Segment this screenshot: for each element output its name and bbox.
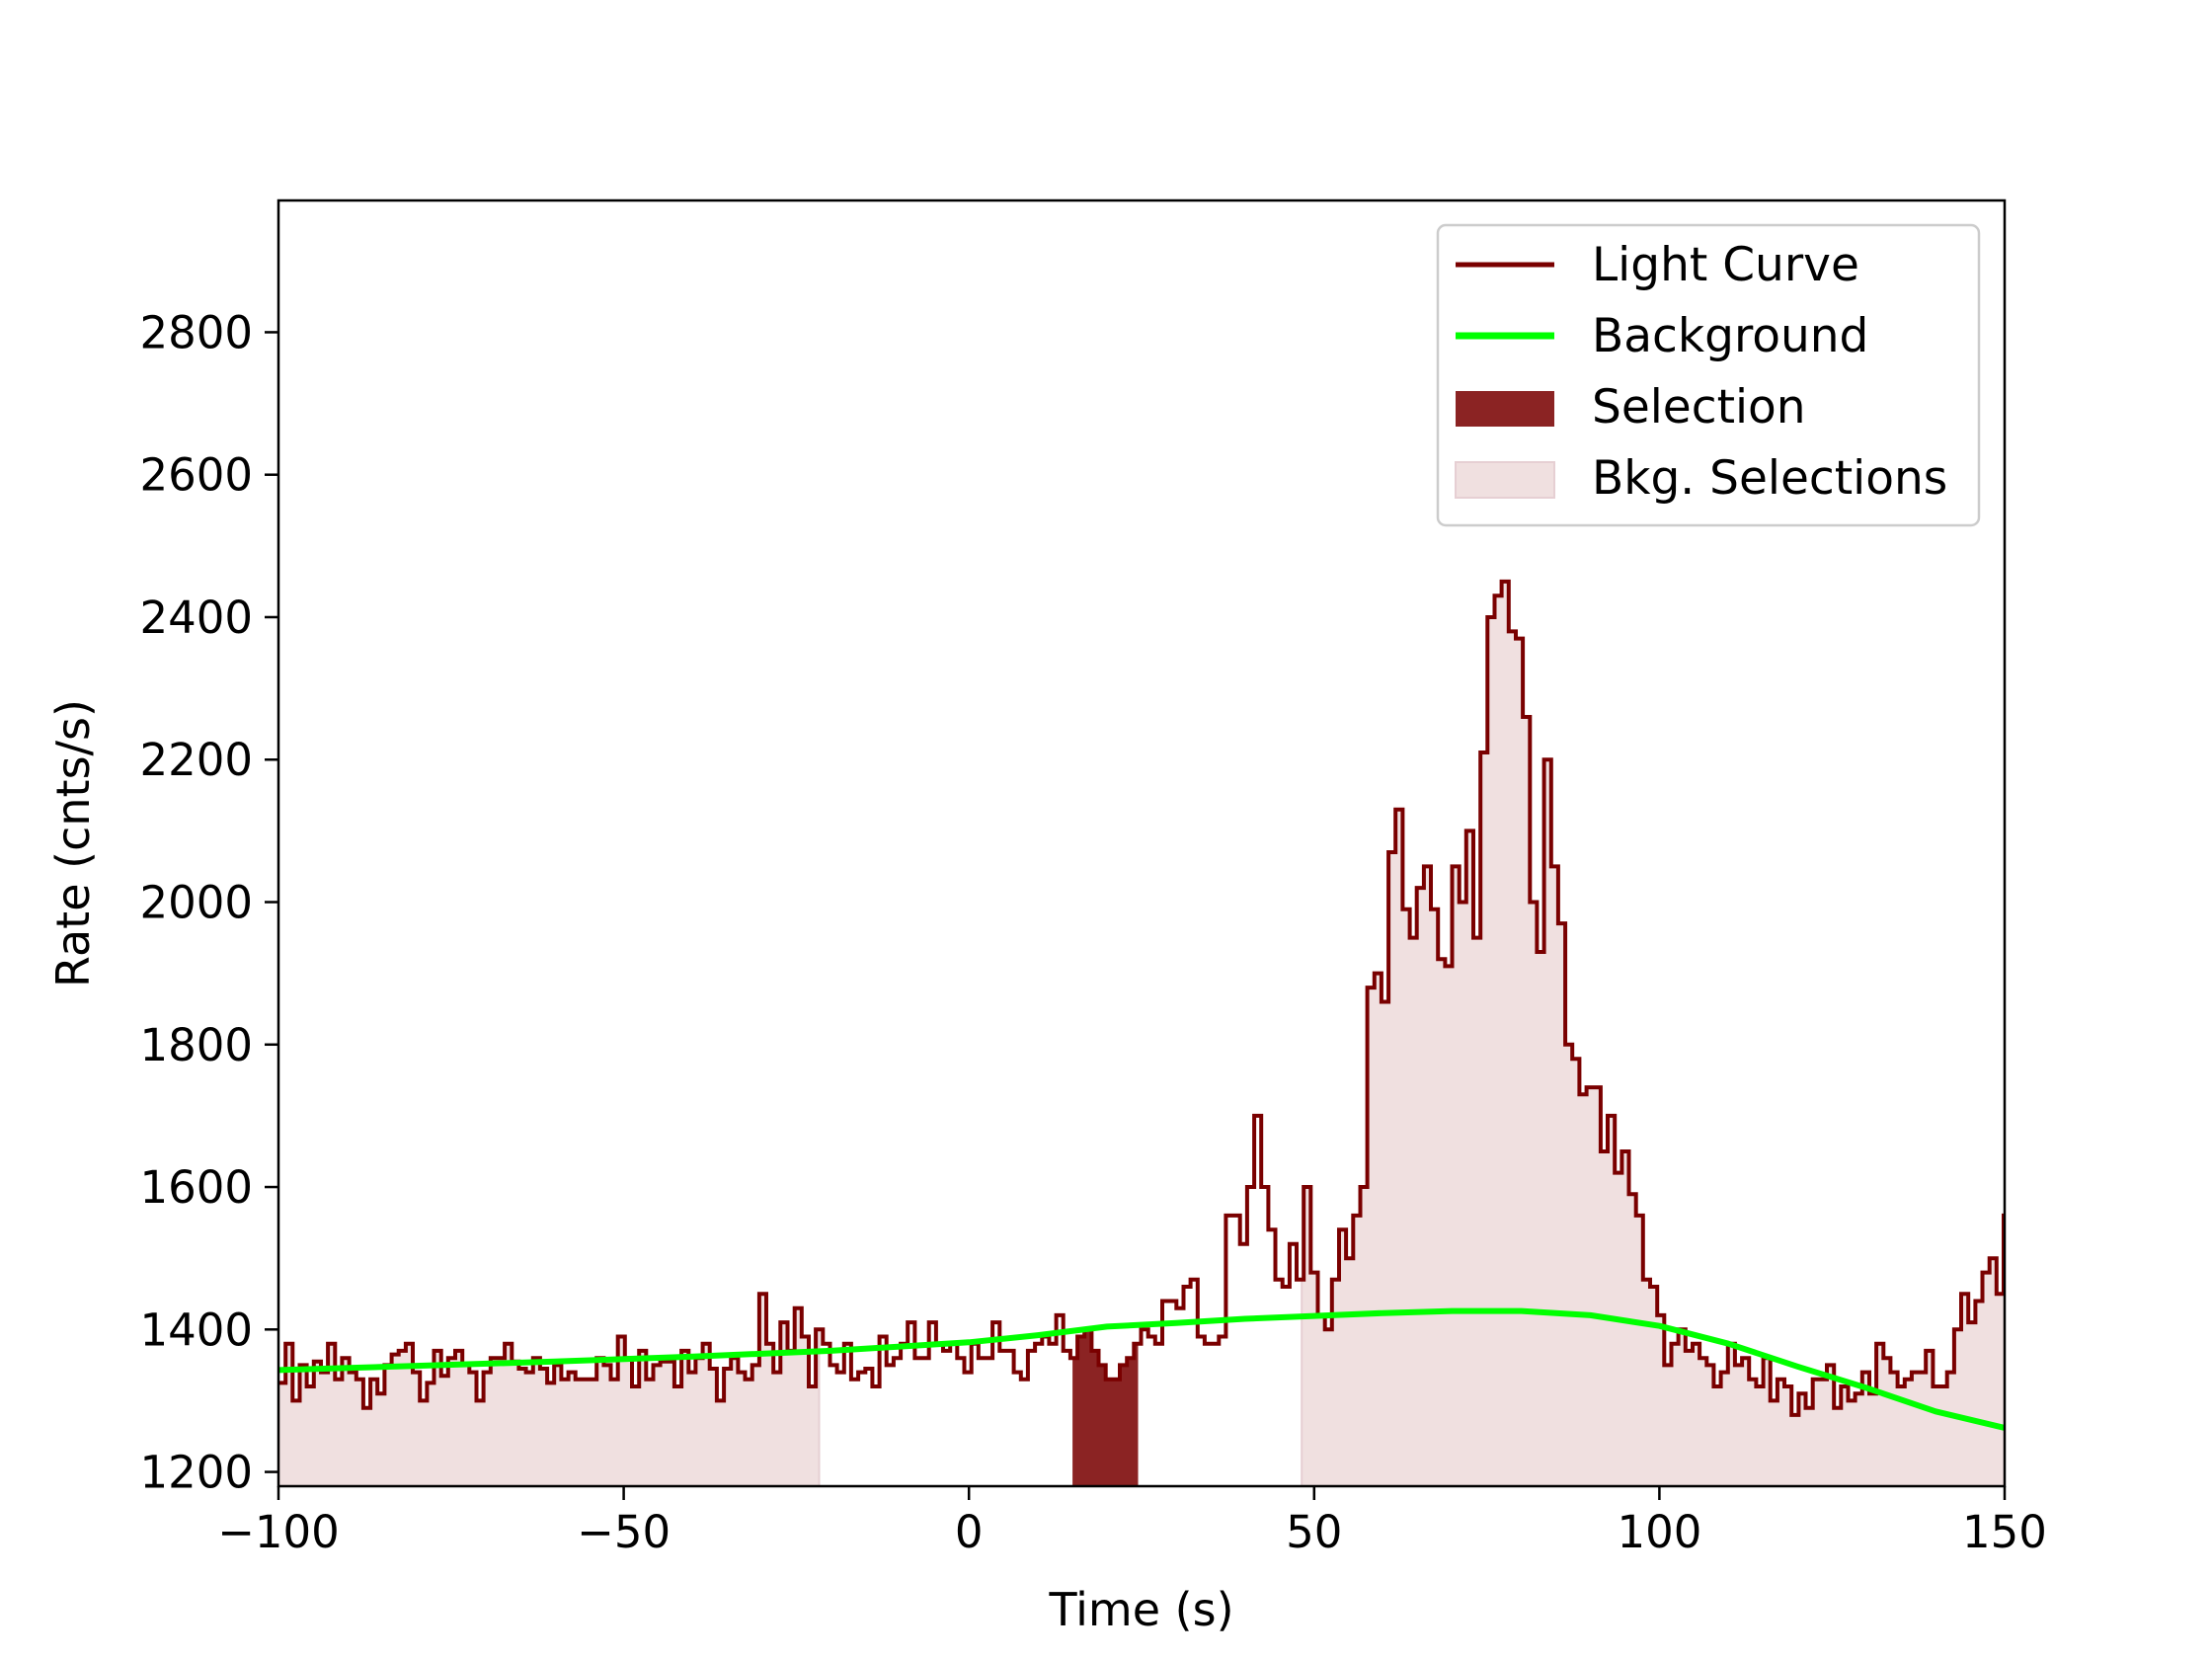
background-layer bbox=[278, 1307, 2005, 1431]
legend-selection-swatch bbox=[1456, 391, 1554, 427]
y-tick-label: 1800 bbox=[139, 1019, 253, 1071]
legend-background-label: Background bbox=[1592, 309, 1868, 363]
legend-selection-label: Selection bbox=[1592, 380, 1806, 434]
x-tick-label: 0 bbox=[955, 1506, 984, 1558]
y-tick-label: 2800 bbox=[139, 306, 253, 358]
x-tick-label: −100 bbox=[217, 1506, 340, 1558]
background-line bbox=[278, 1307, 2005, 1431]
x-axis-title: Time (s) bbox=[1048, 1583, 1233, 1636]
x-tick-label: −50 bbox=[577, 1506, 671, 1558]
selection-layer bbox=[1072, 1329, 1139, 1486]
x-tick-label: 50 bbox=[1286, 1506, 1342, 1558]
plot-frame bbox=[276, 198, 2007, 1488]
legend-light-curve-label: Light Curve bbox=[1592, 238, 1859, 292]
x-tick-label: 150 bbox=[1962, 1506, 2047, 1558]
y-tick-label: 1600 bbox=[139, 1161, 253, 1214]
y-tick-label: 1400 bbox=[139, 1304, 253, 1356]
x-tick-label: 100 bbox=[1617, 1506, 1701, 1558]
y-axis: 1200 1400 1600 1800 2000 2200 2400 2600 2800 bbox=[139, 306, 278, 1499]
y-tick-label: 2400 bbox=[139, 592, 253, 644]
y-tick-label: 2600 bbox=[139, 449, 253, 502]
light-curve-layer bbox=[278, 579, 2005, 1417]
y-tick-label: 1200 bbox=[139, 1447, 253, 1499]
legend-bkg-selections-label: Bkg. Selections bbox=[1592, 451, 1947, 506]
bkg-selection-area-1 bbox=[278, 1293, 821, 1486]
y-tick-label: 2200 bbox=[139, 734, 253, 786]
light-curve-line bbox=[278, 579, 2005, 1417]
y-tick-label: 2000 bbox=[139, 877, 253, 929]
x-axis: −100 −50 0 50 100 150 bbox=[217, 1486, 2047, 1558]
legend-bkg-selections-swatch bbox=[1455, 461, 1555, 499]
bkg-selection-area-2 bbox=[1301, 580, 2005, 1486]
y-axis-title: Rate (cnts/s) bbox=[46, 699, 100, 988]
legend-box bbox=[1436, 223, 1981, 527]
selection-area bbox=[1072, 1329, 1139, 1486]
legend: Light Curve Background Selection Bkg. Se… bbox=[1436, 223, 1981, 527]
